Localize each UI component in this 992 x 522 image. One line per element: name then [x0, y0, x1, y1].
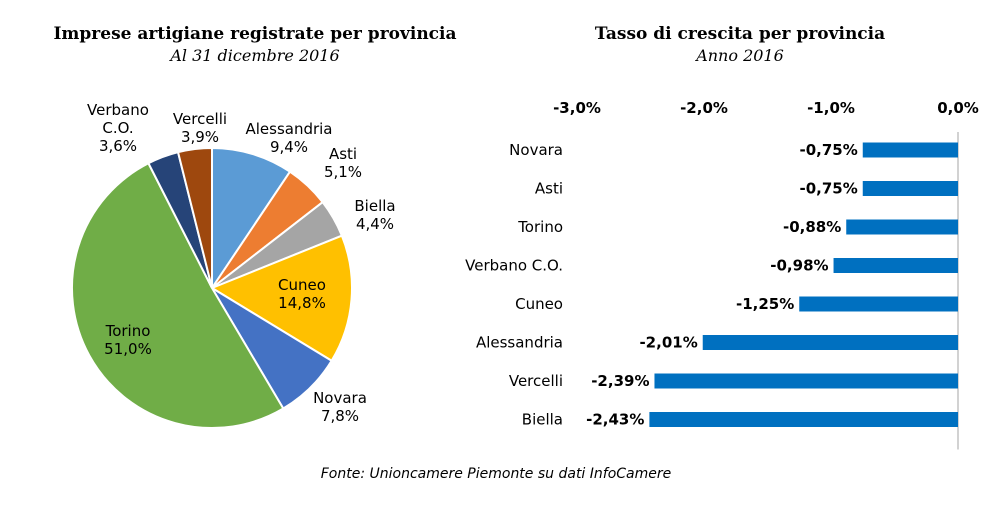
category-label-cuneo: Cuneo: [515, 295, 563, 313]
x-tick-label: -3,0%: [553, 99, 601, 117]
category-label-asti: Asti: [535, 180, 563, 198]
category-label-biella: Biella: [522, 411, 563, 429]
x-tick-label: 0,0%: [937, 99, 979, 117]
pie-label-cuneo: Cuneo: [278, 276, 326, 294]
bar-verbano-c-o: [833, 258, 958, 273]
data-label-cuneo: -1,25%: [736, 295, 794, 313]
pie-label-torino: Torino: [105, 322, 151, 340]
bar-cuneo: [799, 296, 958, 312]
x-tick-label: -2,0%: [680, 99, 728, 117]
category-label-verbano-c-o: Verbano C.O.: [465, 257, 563, 275]
pie-chart-subtitle: Al 31 dicembre 2016: [170, 46, 340, 65]
pie-value-label-alessandria: 9,4%: [270, 138, 308, 156]
bar-chart-title: Tasso di crescita per provincia: [594, 24, 886, 44]
category-label-vercelli: Vercelli: [509, 372, 563, 390]
category-label-novara: Novara: [509, 141, 563, 159]
data-label-torino: -0,88%: [783, 218, 841, 236]
category-label-alessandria: Alessandria: [476, 334, 563, 352]
bar-chart-subtitle: Anno 2016: [696, 46, 784, 65]
x-tick-label: -1,0%: [807, 99, 855, 117]
pie-label-verbano-c-o: C.O.: [102, 119, 133, 137]
pie-label-verbano-c-o: Verbano: [87, 101, 149, 119]
bar-biella: [649, 412, 958, 427]
data-label-asti: -0,75%: [799, 180, 857, 198]
pie-slice-alessandria: [211, 146, 292, 292]
bar-alessandria: [702, 335, 958, 350]
pie-label-novara: Novara: [313, 389, 367, 407]
pie-label-asti: Asti: [329, 145, 357, 163]
bar-vercelli: [654, 373, 958, 389]
data-label-biella: -2,43%: [586, 411, 644, 429]
pie-slice-vercelli: [176, 146, 213, 289]
pie-value-label-asti: 5,1%: [324, 163, 362, 181]
bar-asti: [862, 181, 958, 196]
pie-chart-title: Imprese artigiane registrate per provinc…: [53, 24, 457, 44]
pie-value-label-cuneo: 14,8%: [278, 294, 326, 312]
pie-label-alessandria: Alessandria: [245, 120, 332, 138]
pie-value-label-vercelli: 3,9%: [181, 128, 219, 146]
bar-novara: [862, 142, 958, 158]
pie-label-biella: Biella: [354, 197, 395, 215]
pie-value-label-novara: 7,8%: [321, 407, 359, 425]
category-label-torino: Torino: [517, 218, 563, 236]
pie-value-label-verbano-c-o: 3,6%: [99, 137, 137, 155]
data-label-novara: -0,75%: [799, 141, 857, 159]
source-note: Fonte: Unioncamere Piemonte su dati Info…: [320, 466, 672, 482]
pie-slice-torino: [70, 161, 285, 429]
bar-torino: [846, 219, 958, 235]
data-label-verbano-c-o: -0,98%: [770, 257, 828, 275]
pie-label-vercelli: Vercelli: [173, 110, 227, 128]
bar-chart: -3,0% -2,0% -1,0% 0,0% Novara -0,75% Asti -0,75…: [465, 99, 979, 450]
pie-value-label-biella: 4,4%: [356, 215, 394, 233]
pie-slice-cuneo: [209, 234, 353, 363]
data-label-alessandria: -2,01%: [639, 334, 697, 352]
pie-value-label-torino: 51,0%: [104, 340, 152, 358]
data-label-vercelli: -2,39%: [591, 372, 649, 390]
